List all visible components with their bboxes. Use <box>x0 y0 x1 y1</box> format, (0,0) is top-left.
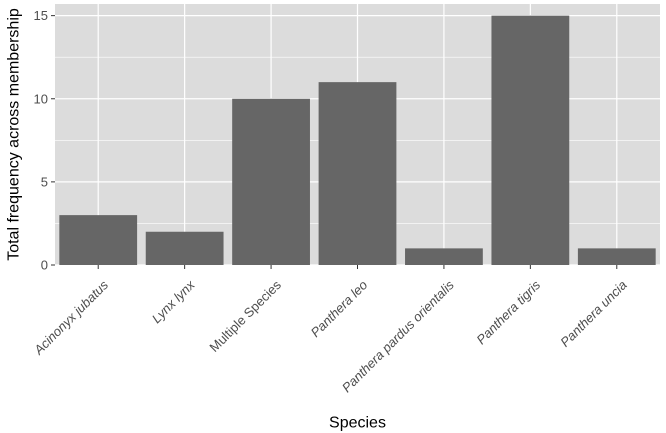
x-tick-label: Multiple Species <box>206 277 284 355</box>
x-axis-ticks: Acinonyx jubatus Lynx lynx Multiple Specie… <box>30 265 630 395</box>
bar-panthera-leo <box>318 82 397 265</box>
y-tick-label: 10 <box>34 91 48 106</box>
x-axis-title: Species <box>329 415 386 432</box>
bars <box>59 15 656 265</box>
y-tick-label: 5 <box>41 174 48 189</box>
bar-panthera-pardus-orientalis <box>405 248 483 265</box>
x-tick-label: Panthera leo <box>308 277 371 340</box>
bar-panthera-tigris <box>491 15 570 265</box>
bar-lynx-lynx <box>145 231 224 265</box>
bar-panthera-uncia <box>577 248 656 265</box>
y-tick-label: 15 <box>34 8 48 23</box>
bar-multiple-species <box>232 98 310 265</box>
x-tick-label: Acinonyx jubatus <box>30 277 111 358</box>
x-tick-label: Panthera uncia <box>557 277 629 349</box>
y-axis-title: Total frequency across membership <box>6 8 23 261</box>
bar-acinonyx-jubatus <box>59 215 138 265</box>
y-tick-label: 0 <box>41 258 48 273</box>
x-tick-label: Lynx lynx <box>149 277 198 326</box>
y-axis-ticks: 0 5 10 15 <box>34 8 55 273</box>
x-tick-label: Panthera tigris <box>473 277 543 347</box>
